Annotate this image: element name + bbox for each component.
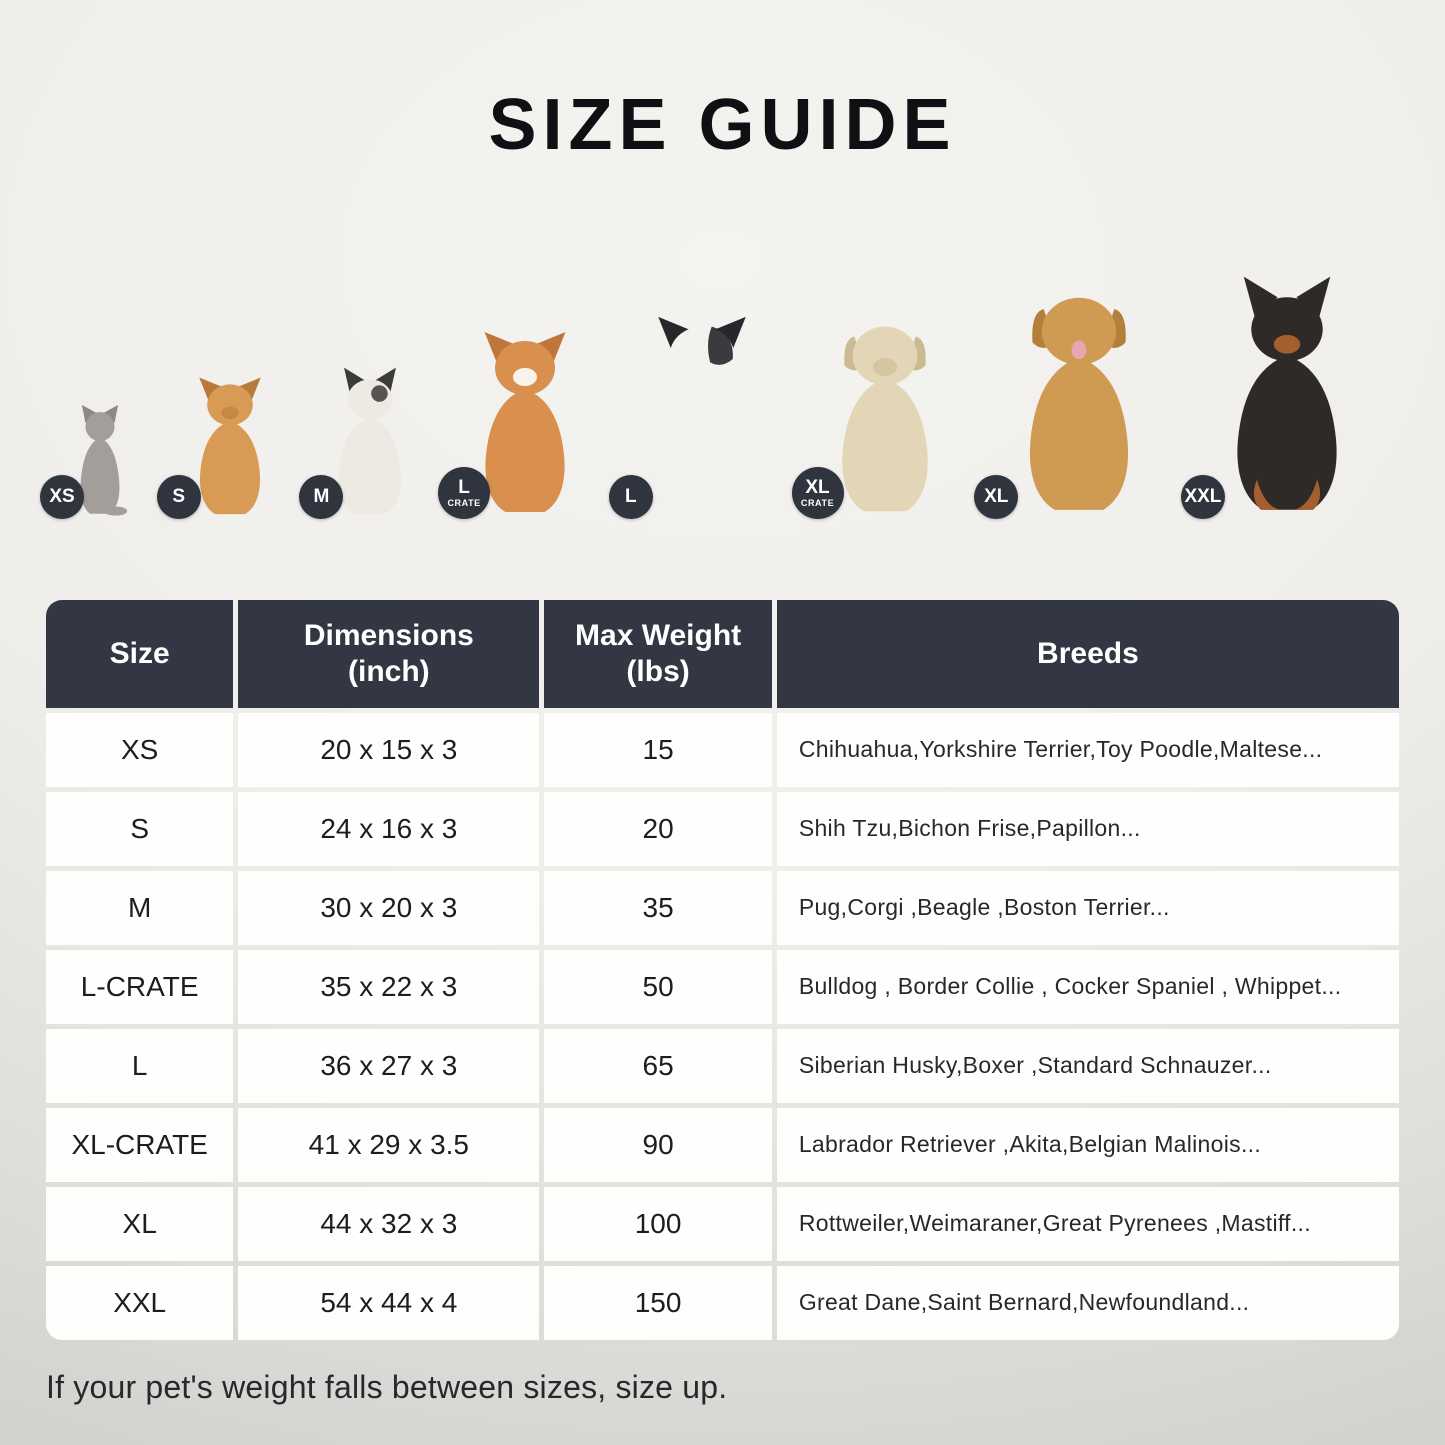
breeds-cell: Chihuahua,Yorkshire Terrier,Toy Poodle,M… xyxy=(776,712,1399,787)
pomeranian-icon xyxy=(198,377,261,514)
pet-figure-l-crate: L CRATE xyxy=(438,321,600,521)
col-header-size: Size xyxy=(46,599,234,708)
pet-figure-l: L xyxy=(608,299,783,521)
table-row: XL-CRATE 41 x 29 x 3.5 90 Labrador Retri… xyxy=(46,1107,1399,1182)
border-collie-icon xyxy=(658,316,746,511)
max-weight-cell: 20 xyxy=(544,791,772,866)
breeds-cell: Shih Tzu,Bichon Frise,Papillon... xyxy=(776,791,1399,866)
pets-size-row: XS S xyxy=(40,226,1381,521)
breeds-cell: Pug,Corgi ,Beagle ,Boston Terrier... xyxy=(776,870,1399,945)
breeds-cell: Rottweiler,Weimaraner,Great Pyrenees ,Ma… xyxy=(776,1186,1399,1261)
max-weight-cell: 90 xyxy=(544,1107,772,1182)
table-row: XL 44 x 32 x 3 100 Rottweiler,Weimaraner… xyxy=(46,1186,1399,1261)
dimensions-cell: 44 x 32 x 3 xyxy=(238,1186,540,1261)
max-weight-cell: 35 xyxy=(544,870,772,945)
french-bulldog-icon xyxy=(339,367,402,514)
table-row: L 36 x 27 x 3 65 Siberian Husky,Boxer ,S… xyxy=(46,1028,1399,1103)
dog-body xyxy=(841,326,928,511)
golden-retriever-icon xyxy=(1030,297,1129,510)
dog-tongue xyxy=(1071,340,1087,359)
cat-body xyxy=(80,411,128,516)
dog-ears xyxy=(198,377,261,400)
size-cell: L xyxy=(46,1028,234,1103)
size-table-container: Size Dimensions (inch) Max Weight (lbs) … xyxy=(41,595,1404,1345)
table-row: XS 20 x 15 x 3 15 Chihuahua,Yorkshire Te… xyxy=(46,712,1399,787)
pet-figure-xs: XS xyxy=(40,403,148,521)
table-row: S 24 x 16 x 3 20 Shih Tzu,Bichon Frise,P… xyxy=(46,791,1399,866)
breeds-cell: Siberian Husky,Boxer ,Standard Schnauzer… xyxy=(776,1028,1399,1103)
breeds-cell: Great Dane,Saint Bernard,Newfoundland... xyxy=(776,1265,1399,1340)
max-weight-cell: 65 xyxy=(544,1028,772,1103)
dog-ears xyxy=(344,367,397,394)
labrador-icon xyxy=(841,326,928,511)
pet-figure-s: S xyxy=(156,373,291,521)
dog-body xyxy=(339,378,402,514)
cat-icon xyxy=(80,404,128,516)
size-cell: L-CRATE xyxy=(46,949,234,1024)
dimensions-cell: 20 x 15 x 3 xyxy=(238,712,540,787)
pet-figure-xxl: XXL xyxy=(1180,233,1381,521)
doberman-icon xyxy=(1237,276,1337,510)
col-header-max-weight: Max Weight (lbs) xyxy=(544,599,772,708)
breeds-cell: Labrador Retriever ,Akita,Belgian Malino… xyxy=(776,1107,1399,1182)
table-row: L-CRATE 35 x 22 x 3 50 Bulldog , Border … xyxy=(46,949,1399,1024)
dimensions-cell: 36 x 27 x 3 xyxy=(238,1028,540,1103)
dimensions-cell: 54 x 44 x 4 xyxy=(238,1265,540,1340)
size-cell: S xyxy=(46,791,234,866)
dog-body xyxy=(1237,296,1337,510)
size-badge-l: L xyxy=(608,474,653,519)
pet-figure-xl: XL xyxy=(974,265,1172,521)
max-weight-cell: 15 xyxy=(544,712,772,787)
dog-head-patch xyxy=(707,326,733,365)
size-cell: XS xyxy=(46,712,234,787)
col-header-breeds: Breeds xyxy=(776,599,1399,708)
dog-tan-markings xyxy=(1253,334,1321,510)
dog-muzzle xyxy=(872,357,897,376)
dog-ears xyxy=(484,331,566,362)
dog-muzzle xyxy=(221,406,239,419)
dimensions-cell: 24 x 16 x 3 xyxy=(238,791,540,866)
size-cell: XXL xyxy=(46,1265,234,1340)
size-badge-xxl: XXL xyxy=(1180,474,1225,519)
table-header-row: Size Dimensions (inch) Max Weight (lbs) … xyxy=(46,599,1399,708)
max-weight-cell: 100 xyxy=(544,1186,772,1261)
dimensions-cell: 35 x 22 x 3 xyxy=(238,949,540,1024)
size-badge-m: M xyxy=(299,474,344,519)
dog-body xyxy=(485,340,565,512)
breeds-cell: Bulldog , Border Collie , Cocker Spaniel… xyxy=(776,949,1399,1024)
dog-ears xyxy=(658,316,746,349)
dog-body xyxy=(199,383,260,514)
dimensions-cell: 41 x 29 x 3.5 xyxy=(238,1107,540,1182)
max-weight-cell: 150 xyxy=(544,1265,772,1340)
table-row: XXL 54 x 44 x 4 150 Great Dane,Saint Ber… xyxy=(46,1265,1399,1340)
size-badge-xl-crate: XL CRATE xyxy=(791,466,844,519)
dimensions-cell: 30 x 20 x 3 xyxy=(238,870,540,945)
size-cell: M xyxy=(46,870,234,945)
sizing-advice-note: If your pet's weight falls between sizes… xyxy=(46,1368,728,1405)
size-badge-xs: XS xyxy=(40,474,84,519)
dog-body xyxy=(1030,297,1129,510)
page-title: SIZE GUIDE xyxy=(488,85,957,165)
col-header-dimensions: Dimensions (inch) xyxy=(238,599,540,708)
size-cell: XL-CRATE xyxy=(46,1107,234,1182)
size-cell: XL xyxy=(46,1186,234,1261)
dog-eye-patch xyxy=(371,384,389,402)
dog-muzzle xyxy=(513,367,538,386)
shiba-inu-icon xyxy=(484,331,566,512)
max-weight-cell: 50 xyxy=(544,949,772,1024)
cat-ears xyxy=(81,404,119,423)
pet-figure-m: M xyxy=(299,343,429,521)
pet-figure-xl-crate: XL CRATE xyxy=(791,289,966,521)
size-table: Size Dimensions (inch) Max Weight (lbs) … xyxy=(41,595,1404,1345)
size-badge-xl: XL xyxy=(974,474,1019,519)
table-row: M 30 x 20 x 3 35 Pug,Corgi ,Beagle ,Bost… xyxy=(46,870,1399,945)
size-badge-l-crate: L CRATE xyxy=(438,466,491,519)
size-badge-s: S xyxy=(156,474,201,519)
